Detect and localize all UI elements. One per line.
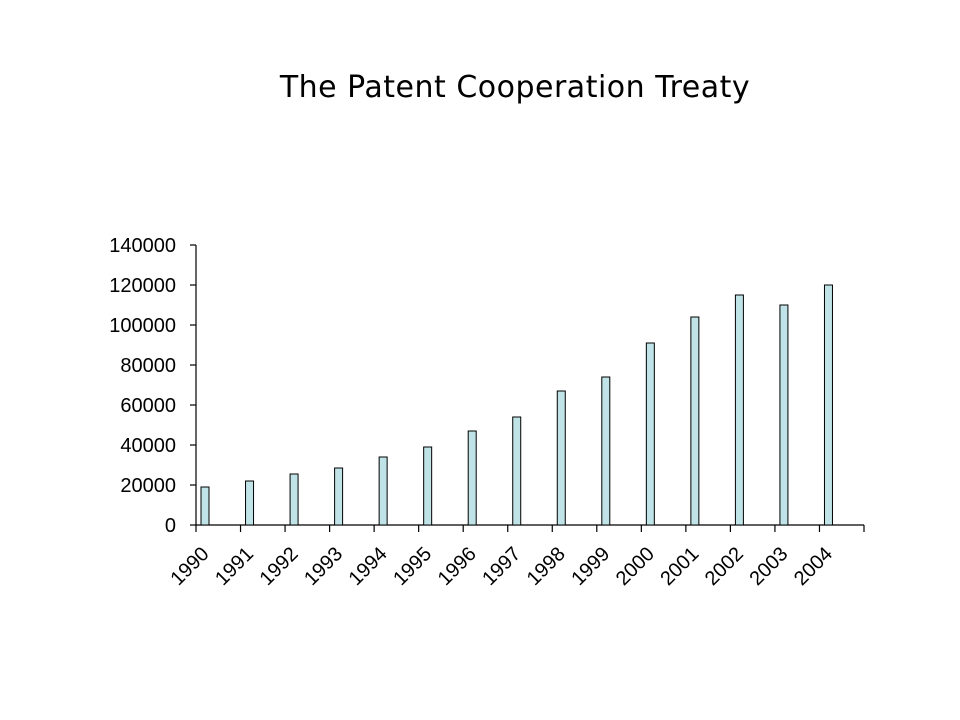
bar-1999 (601, 376, 611, 526)
bar-2002 (734, 294, 744, 526)
bar-2001 (690, 316, 700, 526)
x-tick-label: 1998 (523, 543, 570, 590)
x-tick-label: 2001 (656, 543, 703, 590)
x-tick-label: 1991 (211, 543, 258, 590)
bar-1997 (512, 416, 522, 526)
x-tick-label: 1997 (478, 543, 525, 590)
x-tick-label: 2003 (745, 543, 792, 590)
x-axis: 1990199119921993199419951996199719981999… (167, 524, 865, 590)
y-tick-label: 40000 (120, 435, 176, 457)
y-tick-label: 20000 (120, 475, 176, 497)
bar-1992 (289, 473, 299, 526)
x-tick-label: 1994 (345, 543, 392, 590)
x-tick-label: 1996 (434, 543, 481, 590)
x-tick-label: 1999 (567, 543, 614, 590)
bar-series (200, 284, 833, 526)
bar-1993 (334, 467, 344, 526)
y-tick-label: 100000 (109, 315, 176, 337)
bar-1998 (556, 390, 566, 526)
x-tick-label: 1993 (300, 543, 347, 590)
x-tick-label: 2004 (790, 543, 837, 590)
bar-1995 (423, 446, 433, 526)
chart-title: The Patent Cooperation Treaty (279, 70, 751, 105)
bar-2000 (645, 342, 655, 526)
y-tick-label: 140000 (109, 235, 176, 257)
x-tick-label: 2002 (701, 543, 748, 590)
x-tick-label: 1992 (256, 543, 303, 590)
bar-1996 (467, 430, 477, 526)
y-tick-label: 120000 (109, 275, 176, 297)
y-tick-label: 80000 (120, 355, 176, 377)
bar-1991 (245, 480, 255, 526)
bar-1990 (200, 486, 210, 526)
x-tick-label: 2000 (612, 543, 659, 590)
x-tick-label: 1995 (389, 543, 436, 590)
bar-1994 (378, 456, 388, 526)
bar-2004 (823, 284, 833, 526)
y-axis: 0 20000 40000 60000 80000 100000 120000 140000 (109, 235, 197, 537)
x-tick-label: 1990 (167, 543, 214, 590)
y-tick-label: 60000 (120, 395, 176, 417)
y-tick-label: 0 (165, 515, 176, 537)
bar-2003 (779, 304, 789, 526)
